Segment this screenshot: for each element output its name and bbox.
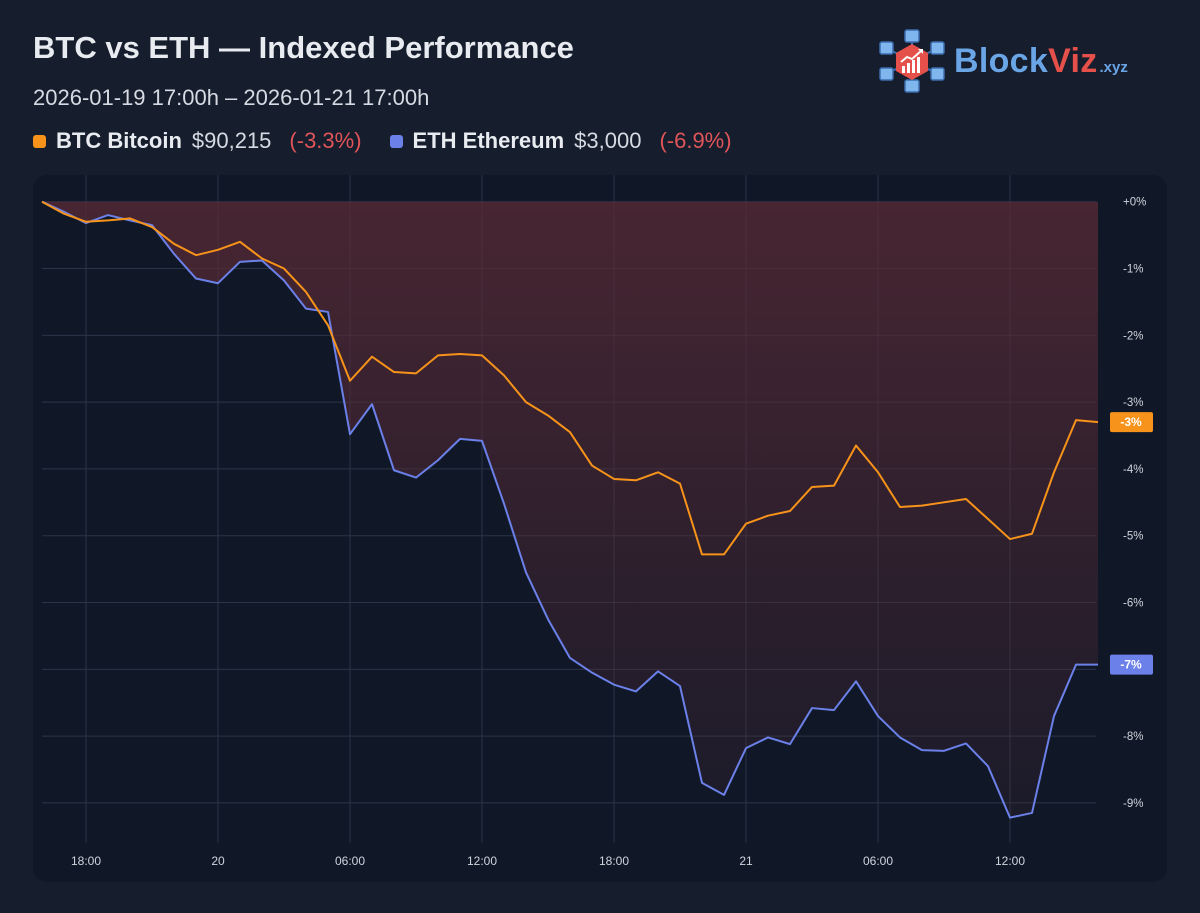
y-tick-label: -2% — [1123, 330, 1143, 342]
y-tick-label: -3% — [1123, 397, 1143, 409]
eth-end-tag-label: -7% — [1120, 658, 1142, 672]
legend-price-eth: $3,000 — [574, 128, 642, 153]
y-tick-label: -1% — [1123, 264, 1143, 276]
chart-svg: +0% -1% -2% -3% -4% -5% -6% -7% -8% -9% 18:00 20 06… — [41, 175, 1153, 868]
y-tick-label: -4% — [1123, 464, 1143, 476]
x-tick-label: 18:00 — [599, 854, 629, 868]
legend-price-btc: $90,215 — [191, 128, 272, 153]
legend-swatch-btc — [33, 134, 46, 148]
logo: BlockViz .xyz — [878, 28, 1128, 94]
performance-area — [42, 201, 1098, 818]
x-tick-label: 21 — [739, 854, 753, 868]
legend-swatch-eth — [389, 134, 403, 148]
blockchain-chart-icon — [879, 29, 945, 93]
y-tick-label: -9% — [1123, 798, 1143, 810]
y-tick-label: -6% — [1123, 598, 1143, 610]
legend-name-eth: ETH Ethereum — [412, 128, 565, 153]
btc-end-tag — [1110, 412, 1153, 433]
eth-end-tag — [1110, 654, 1153, 675]
y-tick-label: -5% — [1123, 531, 1143, 543]
logo-text-viz: Viz — [1048, 41, 1098, 80]
legend-change-btc: (-3.3%) — [289, 128, 362, 153]
legend: BTC Bitcoin $90,215 (-3.3%) ETH Ethereum… — [33, 128, 760, 154]
logo-suffix: .xyz — [1099, 58, 1128, 76]
y-axis: +0% -1% -2% -3% -4% -5% -6% -7% -8% -9% — [1123, 197, 1146, 810]
x-tick-label: 20 — [211, 854, 225, 868]
chart-title: BTC vs ETH — Indexed Performance — [33, 30, 574, 65]
y-tick-label: -8% — [1123, 731, 1143, 743]
legend-change-eth: (-6.9%) — [659, 128, 732, 153]
legend-name-btc: BTC Bitcoin — [56, 128, 182, 153]
chart-subtitle: 2026-01-19 17:00h – 2026-01-21 17:00h — [33, 85, 430, 110]
x-tick-label: 06:00 — [863, 854, 893, 868]
legend-item-eth: ETH Ethereum $3,000 (-6.9%) — [389, 128, 732, 154]
x-axis: 18:00 20 06:00 12:00 18:00 21 06:00 12:00 — [71, 854, 1025, 868]
legend-item-btc: BTC Bitcoin $90,215 (-3.3%) — [33, 128, 362, 154]
logo-text-block: Block — [954, 41, 1049, 80]
end-tags: -3% -7% — [1110, 412, 1153, 675]
btc-line — [41, 200, 1099, 556]
x-tick-label: 12:00 — [467, 854, 497, 868]
y-tick-label: +0% — [1123, 197, 1146, 209]
eth-line — [41, 200, 1098, 819]
logo-text: BlockViz — [954, 42, 1098, 81]
chart-panel: +0% -1% -2% -3% -4% -5% -6% -7% -8% -9% 18:00 20 06… — [33, 175, 1167, 882]
area-layer — [42, 201, 1098, 818]
line-layer — [41, 200, 1099, 819]
x-tick-label: 06:00 — [335, 854, 365, 868]
x-tick-label: 12:00 — [995, 854, 1025, 868]
btc-end-tag-label: -3% — [1120, 415, 1142, 429]
x-tick-label: 18:00 — [71, 854, 101, 868]
